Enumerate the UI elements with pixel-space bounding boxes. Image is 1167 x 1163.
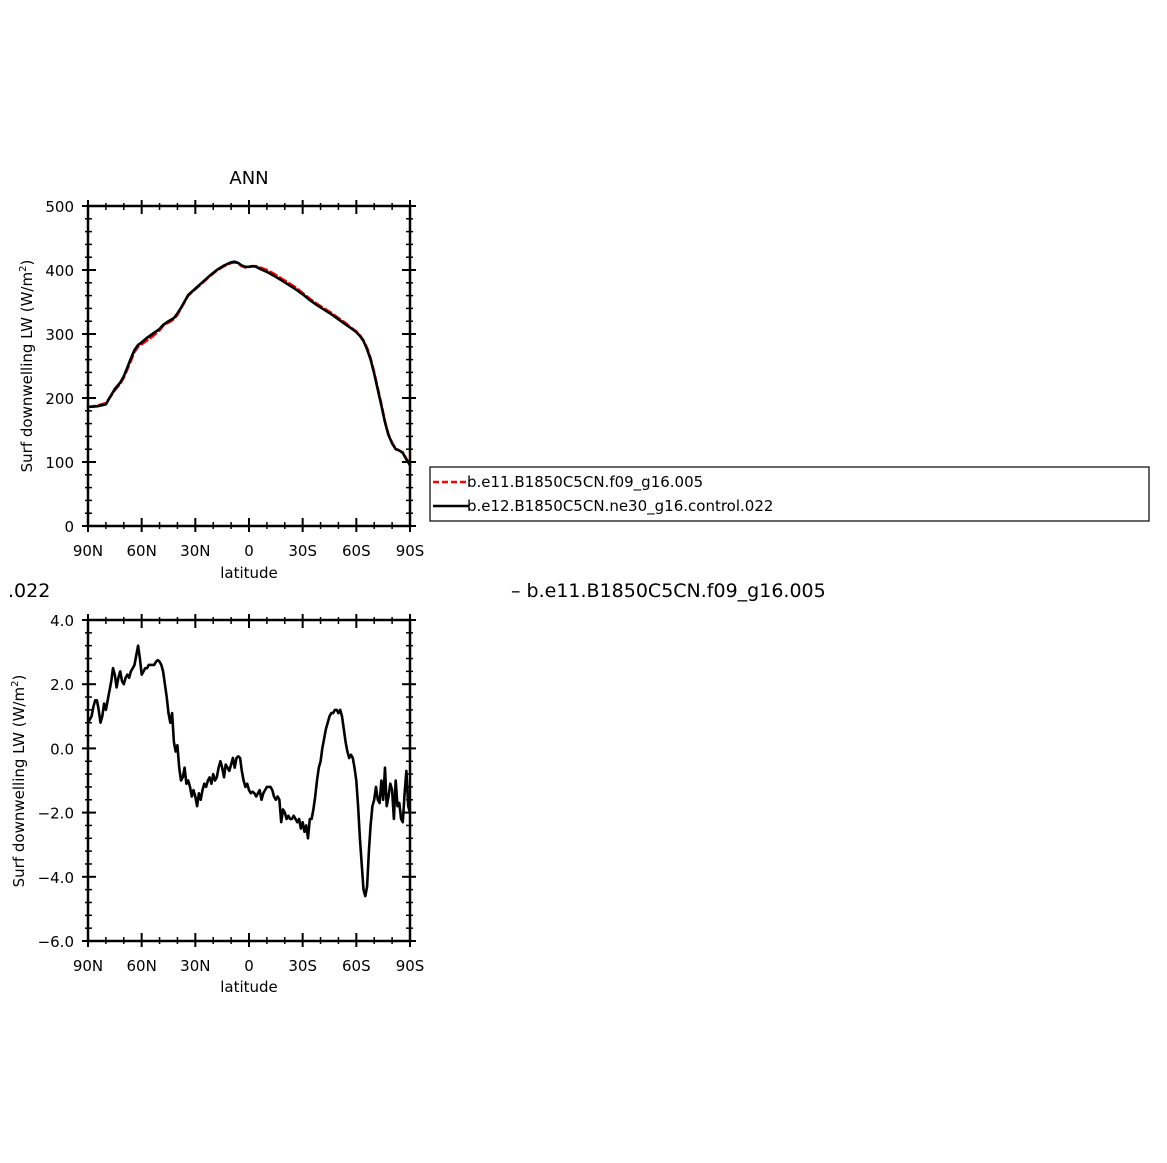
bottom-x-tick-label: 90N <box>73 957 103 975</box>
top-x-axis-title: latitude <box>220 564 278 582</box>
top-plot-area <box>82 200 416 532</box>
bottom-x-tick-label: 30N <box>180 957 210 975</box>
bottom-chart: 90N 60N 30N 0 30S 60S 90S −6.0 −4.0 −2.0 0.0 2.0 4.… <box>10 612 424 996</box>
legend-box <box>429 466 1150 522</box>
bottom-y-tick-label: 0.0 <box>50 740 74 758</box>
top-y-tick-label: 500 <box>45 198 74 216</box>
top-x-tick-label: 90S <box>396 542 425 560</box>
top-x-tick-label: 0 <box>244 542 254 560</box>
bottom-y-axis-title-main: Surf downwelling LW (W/m <box>10 687 28 887</box>
top-x-tick-label: 30N <box>180 542 210 560</box>
bottom-x-tick-label: 0 <box>244 957 254 975</box>
top-y-tick-labels: 0 100 200 300 400 500 <box>45 198 74 536</box>
right-caption-fragment: – b.e11.B1850C5CN.f09_g16.005 <box>511 580 826 602</box>
bottom-y-axis-title: Surf downwelling LW (W/m2) <box>10 675 28 888</box>
bottom-x-axis-title: latitude <box>220 978 278 996</box>
legend-entry-1: b.e12.B1850C5CN.ne30_g16.control.022 <box>433 497 773 516</box>
left-caption-fragment: .022 <box>8 580 50 602</box>
top-y-axis-title-sup: 2 <box>18 266 29 272</box>
bottom-y-tick-label: 4.0 <box>50 612 74 630</box>
top-x-tick-label: 90N <box>73 542 103 560</box>
bottom-x-tick-label: 60S <box>342 957 371 975</box>
top-y-axis-title-main: Surf downwelling LW (W/m <box>18 272 36 472</box>
legend-label-0: b.e11.B1850C5CN.f09_g16.005 <box>467 473 703 492</box>
top-chart: ANN 90N 60N 30N 0 30S 60S 90S 0 100 200 300 400 500… <box>18 168 1150 582</box>
bottom-tick-marks <box>82 614 416 947</box>
top-y-tick-label: 0 <box>64 518 74 536</box>
bottom-x-tick-label: 90S <box>396 957 425 975</box>
bottom-x-tick-label: 60N <box>127 957 157 975</box>
bottom-plot-area <box>82 614 416 947</box>
top-y-tick-label: 200 <box>45 390 74 408</box>
bottom-series-layer <box>86 644 412 898</box>
bottom-y-tick-label: −2.0 <box>38 805 74 823</box>
legend-entry-0: b.e11.B1850C5CN.f09_g16.005 <box>433 473 703 492</box>
bottom-x-tick-labels: 90N 60N 30N 0 30S 60S 90S <box>73 957 424 975</box>
bottom-y-tick-label: 2.0 <box>50 676 74 694</box>
top-series-layer <box>86 260 412 467</box>
top-x-tick-label: 60S <box>342 542 371 560</box>
top-y-axis-title-end: ) <box>18 260 36 266</box>
top-y-tick-label: 100 <box>45 454 74 472</box>
bottom-y-axis-title-end: ) <box>10 675 28 681</box>
top-series-line-1 <box>86 260 412 467</box>
bottom-y-tick-label: −6.0 <box>38 933 74 951</box>
bottom-y-tick-label: −4.0 <box>38 869 74 887</box>
bottom-series-line-0 <box>86 644 412 898</box>
legend: b.e11.B1850C5CN.f09_g16.005 b.e12.B1850C… <box>429 466 1150 522</box>
top-x-tick-label: 30S <box>288 542 317 560</box>
top-y-axis-title: Surf downwelling LW (W/m2) <box>18 260 36 473</box>
top-tick-marks <box>82 200 416 532</box>
bottom-y-axis-title-sup: 2 <box>10 681 21 687</box>
bottom-x-tick-label: 30S <box>288 957 317 975</box>
top-x-tick-label: 60N <box>127 542 157 560</box>
bottom-y-tick-labels: −6.0 −4.0 −2.0 0.0 2.0 4.0 <box>38 612 74 951</box>
top-y-tick-label: 300 <box>45 326 74 344</box>
legend-label-1: b.e12.B1850C5CN.ne30_g16.control.022 <box>467 497 773 516</box>
top-chart-title: ANN <box>229 168 268 189</box>
top-y-tick-label: 400 <box>45 262 74 280</box>
top-x-tick-labels: 90N 60N 30N 0 30S 60S 90S <box>73 542 424 560</box>
